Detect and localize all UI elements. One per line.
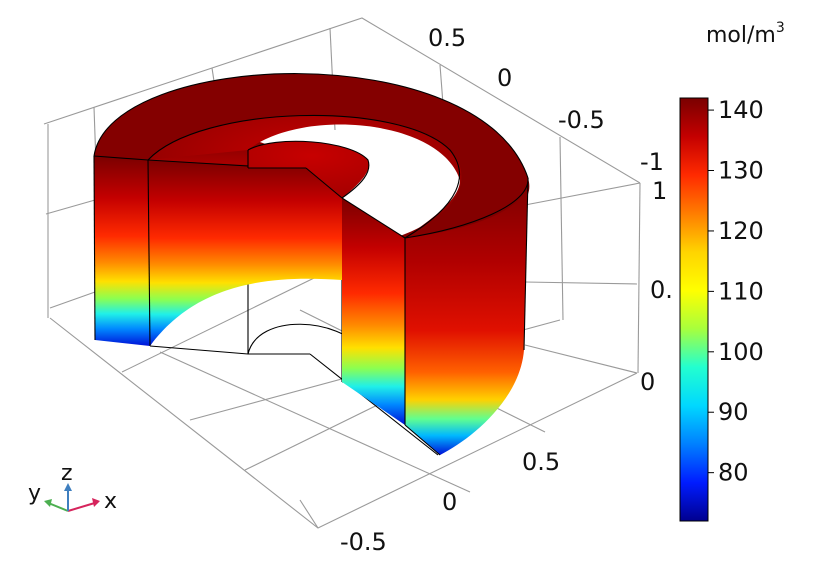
colorbar-tick-label: 100 [718, 338, 764, 366]
top-outer-region [94, 73, 529, 238]
tick-z-2: 0 [640, 368, 655, 396]
bottom-ticks: 0.5 0 -0.5 [340, 448, 560, 556]
z-ticks: 1 0. 0 [640, 177, 673, 396]
colorbar-tick-label: 140 [718, 96, 764, 124]
triad-label-y: y [28, 481, 41, 506]
colorbar-tick-label: 110 [718, 277, 764, 305]
tick-top-0: 0.5 [428, 24, 466, 52]
colorbar-tick-label: 90 [718, 398, 749, 426]
cut-face-left-band [94, 156, 150, 346]
colorbar-tick-label: 120 [718, 217, 764, 245]
tick-top-1: 0 [497, 64, 512, 92]
triad-label-z: z [61, 461, 73, 486]
colorbar-unit: mol/m3 [706, 20, 785, 48]
axis-triad: x y z [28, 461, 117, 514]
tick-z-1: 0. [650, 276, 673, 304]
colorbar-tick-label: 130 [718, 157, 764, 185]
outer-wall [405, 178, 529, 455]
colorbar: mol/m3 140 130 120 110 100 90 80 [679, 20, 785, 522]
tick-top-2: -0.5 [558, 106, 605, 134]
tick-bottom-1: 0 [442, 488, 457, 516]
tick-bottom-2: -0.5 [340, 528, 387, 556]
colorbar-tick-label: 80 [718, 459, 749, 487]
top-ticks: 0.5 0 -0.5 -1 [428, 24, 664, 176]
right-cut-face [342, 198, 405, 425]
colorbar-gradient [679, 97, 709, 522]
tick-z-0: 1 [652, 177, 667, 205]
triad-x-axis [67, 501, 99, 512]
cut-face-center [148, 160, 342, 346]
tick-bottom-0: 0.5 [522, 448, 560, 476]
triad-label-x: x [104, 489, 117, 514]
tick-top-3: -1 [640, 148, 664, 176]
